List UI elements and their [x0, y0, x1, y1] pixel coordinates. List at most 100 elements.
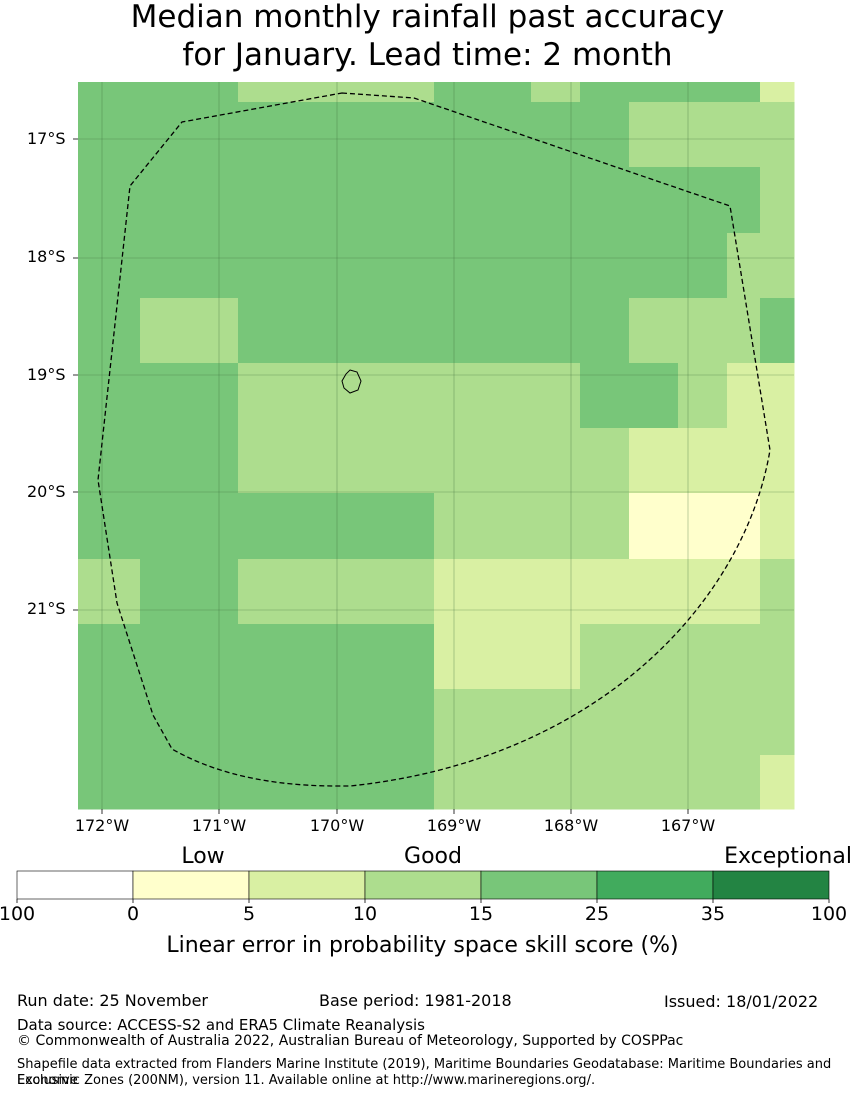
skill-cell: [727, 82, 761, 103]
skill-cell: [140, 559, 239, 625]
skill-cell: [629, 363, 679, 429]
colorbar-tick: 15: [468, 903, 494, 925]
skill-cell: [727, 363, 761, 429]
colorbar-segment: [364, 870, 482, 900]
skill-cell: [238, 82, 338, 103]
skill-cell: [531, 363, 581, 429]
skill-cell: [727, 428, 761, 494]
skill-cell: [78, 298, 141, 364]
skill-cell: [337, 167, 435, 234]
skill-cell: [337, 102, 435, 168]
skill-cell: [140, 298, 239, 364]
skill-cell: [434, 233, 532, 299]
skill-cell: [434, 689, 532, 756]
colorbar-label: Linear error in probability space skill …: [166, 933, 679, 958]
chart-title-line1: Median monthly rainfall past accuracy: [130, 0, 725, 35]
skill-cell: [760, 428, 795, 494]
colorbar-tick: 25: [584, 903, 610, 925]
skill-cell: [434, 102, 532, 168]
colorbar-segment: [480, 870, 598, 900]
colorbar-segment: [132, 870, 250, 900]
skill-cell: [727, 493, 761, 560]
shapefile-credit-line1: Shapefile data extracted from Flanders M…: [17, 1057, 832, 1088]
skill-cell: [140, 755, 239, 810]
skill-cell: [337, 689, 435, 756]
skill-cell: [140, 624, 239, 690]
skill-cell: [727, 167, 761, 234]
colorbar-segment: [16, 870, 134, 900]
skill-cell: [238, 559, 338, 625]
skill-cell: [337, 82, 435, 103]
skill-cell: [140, 233, 239, 299]
niue-island: [341, 369, 362, 394]
skill-cell: [238, 624, 338, 690]
skill-cell: [140, 167, 239, 234]
colorbar-tick: 100: [0, 903, 36, 925]
skill-cell: [434, 363, 532, 429]
skill-cell: [760, 363, 795, 429]
colorbar-tick: 0: [126, 903, 140, 925]
skill-cell: [727, 755, 761, 810]
colorbar-tick: 10: [352, 903, 378, 925]
skill-cell: [434, 298, 532, 364]
skill-cell: [580, 233, 630, 299]
skill-cell: [337, 363, 435, 429]
skill-cell: [238, 233, 338, 299]
skill-cell: [580, 755, 630, 810]
skill-cell: [337, 298, 435, 364]
skill-cell: [760, 493, 795, 560]
skill-cell: [580, 102, 630, 168]
skill-cell: [531, 428, 581, 494]
legend-category-exceptional: Exceptional: [724, 844, 852, 869]
skill-cell: [760, 298, 795, 364]
skill-cell: [580, 559, 630, 625]
skill-cell: [434, 167, 532, 234]
skill-cell: [337, 493, 435, 560]
data-source: Data source: ACCESS-S2 and ERA5 Climate …: [17, 1016, 425, 1034]
skill-cell: [238, 689, 338, 756]
skill-cell: [629, 559, 679, 625]
skill-cell: [760, 82, 795, 103]
skill-cell: [337, 233, 435, 299]
skill-cell: [580, 493, 630, 560]
skill-cell: [531, 298, 581, 364]
skill-cell: [337, 428, 435, 494]
skill-cell: [629, 689, 679, 756]
skill-cell: [531, 755, 581, 810]
skill-cell: [140, 493, 239, 560]
skill-cell: [531, 689, 581, 756]
colorbar-segment: [596, 870, 714, 900]
skill-cell: [434, 493, 532, 560]
lat-label-18s: 18°S: [27, 247, 66, 266]
skill-cell: [238, 755, 338, 810]
skill-cell: [629, 233, 679, 299]
lon-label-172w: 172°W: [74, 816, 130, 835]
skill-cell: [760, 755, 795, 810]
skill-cell: [678, 689, 728, 756]
skill-cell: [140, 82, 239, 103]
skill-cell: [337, 559, 435, 625]
skill-cell: [531, 102, 581, 168]
colorbar-tick: 35: [700, 903, 726, 925]
lat-label-21s: 21°S: [27, 599, 66, 618]
lon-label-170w: 170°W: [309, 816, 365, 835]
lat-label-20s: 20°S: [27, 482, 66, 501]
skill-cell: [678, 233, 728, 299]
skill-cell: [760, 689, 795, 756]
skill-cell: [678, 755, 728, 810]
skill-cell: [629, 624, 679, 690]
skill-cell: [531, 167, 581, 234]
skill-cell: [727, 559, 761, 625]
skill-cell: [78, 493, 141, 560]
lon-label-169w: 169°W: [426, 816, 482, 835]
skill-cell: [727, 689, 761, 756]
skill-cell: [337, 755, 435, 810]
skill-cell: [238, 298, 338, 364]
skill-cell: [238, 167, 338, 234]
colorbar-segment: [712, 870, 830, 900]
skill-cell: [727, 102, 761, 168]
lat-label-17s: 17°S: [27, 129, 66, 148]
skill-cell: [580, 428, 630, 494]
skill-cell: [238, 102, 338, 168]
